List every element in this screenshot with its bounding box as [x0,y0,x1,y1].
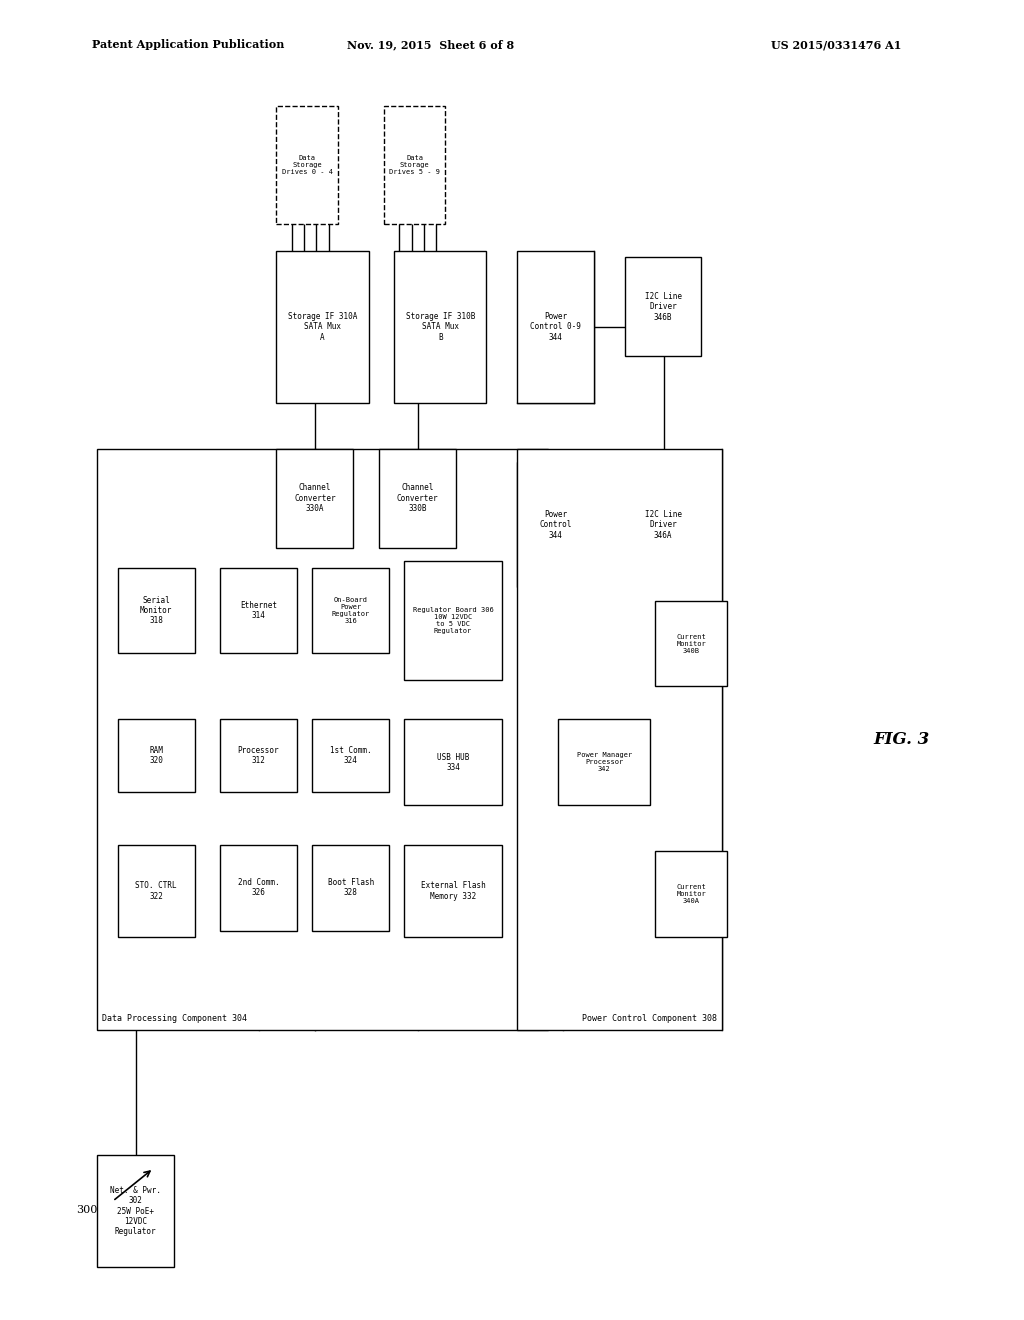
FancyBboxPatch shape [97,449,548,1030]
Text: Data
Storage
Drives 5 - 9: Data Storage Drives 5 - 9 [389,154,440,176]
Text: Power Manager
Processor
342: Power Manager Processor 342 [577,752,632,772]
FancyBboxPatch shape [118,568,195,653]
Text: Data
Storage
Drives 0 - 4: Data Storage Drives 0 - 4 [282,154,333,176]
Text: Current
Monitor
340A: Current Monitor 340A [676,884,707,904]
FancyBboxPatch shape [625,475,701,574]
Text: Boot Flash
328: Boot Flash 328 [328,878,374,898]
FancyBboxPatch shape [220,568,297,653]
Text: 300: 300 [77,1205,97,1216]
Text: Storage IF 310B
SATA Mux
B: Storage IF 310B SATA Mux B [406,312,475,342]
Text: External Flash
Memory 332: External Flash Memory 332 [421,882,485,900]
FancyBboxPatch shape [220,719,297,792]
Text: USB HUB
334: USB HUB 334 [437,752,469,772]
Text: Net. & Pwr.
302
25W PoE+
12VDC
Regulator: Net. & Pwr. 302 25W PoE+ 12VDC Regulator [111,1185,161,1237]
Text: Patent Application Publication: Patent Application Publication [92,40,285,50]
FancyBboxPatch shape [276,449,353,548]
FancyBboxPatch shape [97,1155,174,1267]
FancyBboxPatch shape [655,601,727,686]
FancyBboxPatch shape [558,719,650,805]
FancyBboxPatch shape [118,719,195,792]
FancyBboxPatch shape [404,845,502,937]
Text: Power
Control 0-9
344: Power Control 0-9 344 [530,312,581,342]
Text: Current
Monitor
340B: Current Monitor 340B [676,634,707,653]
Text: US 2015/0331476 A1: US 2015/0331476 A1 [771,40,901,50]
Text: Processor
312: Processor 312 [238,746,280,766]
FancyBboxPatch shape [394,251,486,403]
FancyBboxPatch shape [404,561,502,680]
Text: 1st Comm.
324: 1st Comm. 324 [330,746,372,766]
Text: FIG. 3: FIG. 3 [873,731,929,747]
Text: Ethernet
314: Ethernet 314 [240,601,278,620]
FancyBboxPatch shape [276,251,369,403]
FancyBboxPatch shape [312,845,389,931]
FancyBboxPatch shape [312,568,389,653]
Text: On-Board
Power
Regulator
316: On-Board Power Regulator 316 [332,597,370,624]
FancyBboxPatch shape [517,449,722,1030]
FancyBboxPatch shape [404,719,502,805]
Text: 2nd Comm.
326: 2nd Comm. 326 [238,878,280,898]
Text: Channel
Converter
330B: Channel Converter 330B [396,483,438,513]
Text: Nov. 19, 2015  Sheet 6 of 8: Nov. 19, 2015 Sheet 6 of 8 [346,40,514,50]
FancyBboxPatch shape [517,462,594,587]
FancyBboxPatch shape [655,851,727,937]
Text: Power
Control
344: Power Control 344 [540,510,571,540]
FancyBboxPatch shape [220,845,297,931]
Text: I2C Line
Driver
346A: I2C Line Driver 346A [644,510,682,540]
Text: Storage IF 310A
SATA Mux
A: Storage IF 310A SATA Mux A [288,312,357,342]
Text: I2C Line
Driver
346B: I2C Line Driver 346B [644,292,682,322]
FancyBboxPatch shape [118,845,195,937]
Text: STO. CTRL
322: STO. CTRL 322 [135,882,177,900]
Text: Serial
Monitor
318: Serial Monitor 318 [140,595,172,626]
Text: Power Control Component 308: Power Control Component 308 [582,1014,717,1023]
FancyBboxPatch shape [625,257,701,356]
Text: Data Processing Component 304: Data Processing Component 304 [102,1014,248,1023]
Text: Channel
Converter
330A: Channel Converter 330A [294,483,336,513]
FancyBboxPatch shape [312,719,389,792]
Text: RAM
320: RAM 320 [150,746,163,766]
FancyBboxPatch shape [384,106,445,224]
FancyBboxPatch shape [517,251,594,403]
Text: Regulator Board 306
10W 12VDC
to 5 VDC
Regulator: Regulator Board 306 10W 12VDC to 5 VDC R… [413,607,494,634]
FancyBboxPatch shape [276,106,338,224]
FancyBboxPatch shape [379,449,456,548]
